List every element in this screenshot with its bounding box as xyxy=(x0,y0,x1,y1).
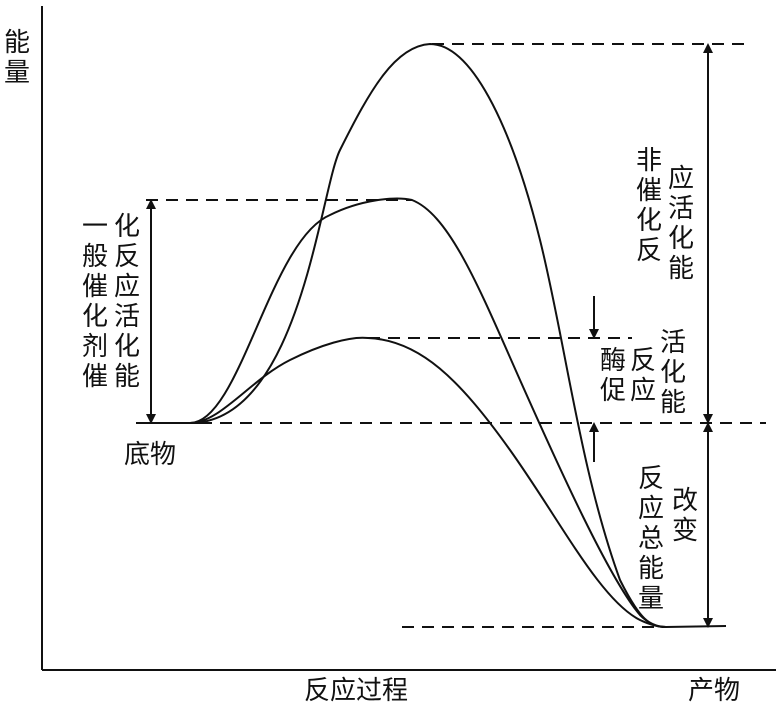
general-catalyst-label-line2: 化反应活化能 xyxy=(113,212,140,392)
y-axis-label: 能量 xyxy=(3,28,30,88)
general-catalyst-label-line1: 一般催化剂催 xyxy=(81,212,108,392)
product-label: 产物 xyxy=(688,676,741,706)
uncatalyzed-label-line1: 非催化反 xyxy=(635,146,662,266)
x-axis-label: 反应过程 xyxy=(304,676,409,706)
enzyme-curve xyxy=(189,336,667,628)
total-change-label-line1: 反应总能量 xyxy=(637,464,664,614)
uncatalyzed-curve xyxy=(189,42,727,629)
substrate-label: 底物 xyxy=(124,440,177,470)
enzyme-label-line2: 反应 xyxy=(629,346,656,406)
enzyme-label-line3: 活化能 xyxy=(659,328,686,418)
total-change-label-line2: 改变 xyxy=(671,486,698,546)
uncatalyzed-label-line2: 应活化能 xyxy=(667,164,694,284)
enzyme-label-line1: 酶促 xyxy=(599,346,626,406)
general-catalyst-curve xyxy=(189,197,667,628)
